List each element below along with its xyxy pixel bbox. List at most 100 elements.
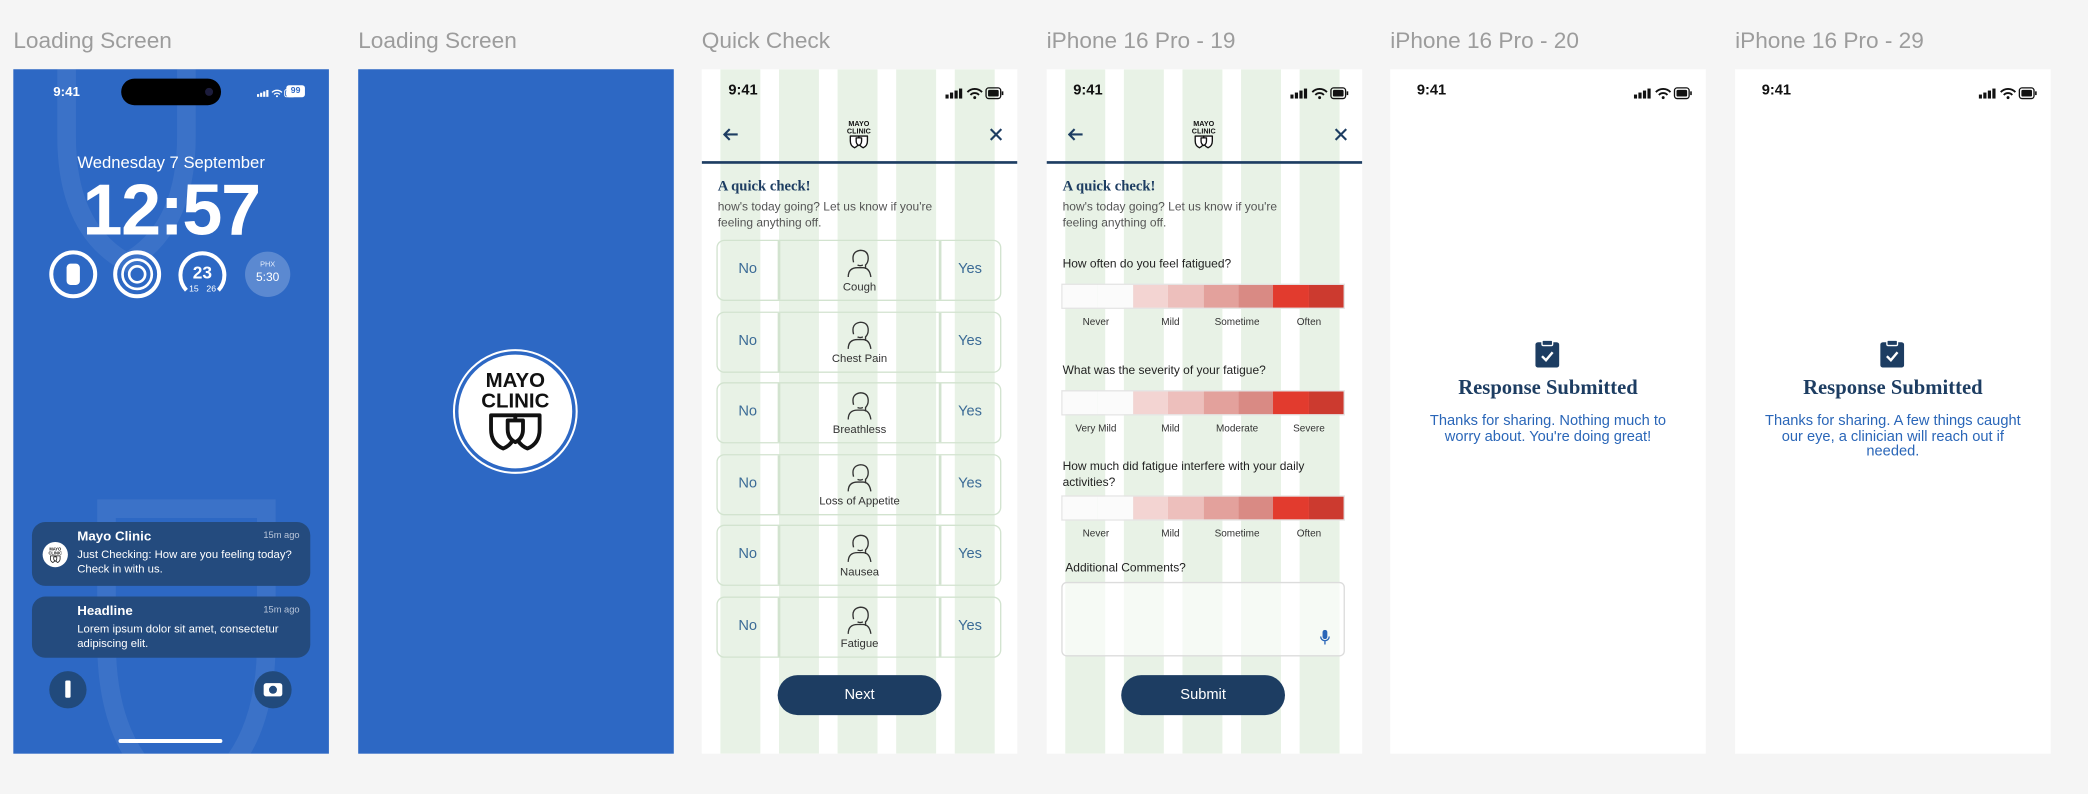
icon-shape — [1303, 88, 1308, 99]
icon-shape — [1311, 88, 1328, 96]
scale-cell[interactable] — [1238, 496, 1274, 520]
layout-grid-column — [837, 69, 878, 754]
icon-shape — [847, 338, 872, 349]
rating-scale[interactable] — [1061, 283, 1345, 309]
icon-shape — [949, 92, 954, 99]
scale-cell[interactable] — [1273, 496, 1309, 520]
icon-shape — [857, 407, 864, 410]
no-option[interactable]: No — [738, 617, 758, 634]
scale-cell[interactable] — [1308, 284, 1344, 308]
yes-option[interactable]: Yes — [958, 546, 983, 563]
symptom-row: No Yes Breathless — [716, 382, 1002, 444]
no-option[interactable]: No — [738, 475, 758, 492]
row-divider — [938, 526, 941, 586]
primary-button[interactable]: Submit — [1121, 675, 1285, 716]
notification-time: 15m ago — [263, 531, 300, 541]
scale-cell[interactable] — [1097, 391, 1133, 415]
scale-label: Often — [1296, 315, 1322, 328]
scale-cell[interactable] — [1132, 284, 1168, 308]
scale-cell[interactable] — [1203, 284, 1239, 308]
scale-cell[interactable] — [1238, 391, 1274, 415]
scale-cell[interactable] — [1097, 284, 1133, 308]
icon-shape — [1322, 629, 1328, 640]
icon-shape — [266, 90, 269, 97]
scale-cell[interactable] — [1062, 284, 1098, 308]
layout-grid-column — [778, 69, 819, 754]
status-time: 9:41 — [1761, 82, 1792, 99]
scale-cell[interactable] — [1132, 496, 1168, 520]
comments-box[interactable] — [1061, 581, 1345, 657]
yes-option[interactable]: Yes — [958, 617, 983, 634]
close-button[interactable] — [989, 128, 1003, 141]
frame-label: Quick Check — [701, 27, 831, 54]
yes-option[interactable]: Yes — [958, 332, 983, 349]
scale-cell[interactable] — [1308, 496, 1344, 520]
scale-cell[interactable] — [1203, 496, 1239, 520]
icon-shape — [847, 535, 872, 563]
scale-cell[interactable] — [1238, 284, 1274, 308]
scale-cell[interactable] — [1308, 391, 1344, 415]
icon-shape — [1001, 91, 1004, 96]
scale-cell[interactable] — [1062, 391, 1098, 415]
scale-cell[interactable] — [1132, 391, 1168, 415]
phone-frame: 9:41 MAYO CLINIC A quick check! how's today … — [1046, 69, 1363, 754]
no-option[interactable]: No — [738, 403, 758, 420]
widget-city-time: 5:30 — [255, 270, 280, 284]
scale-label: Sometime — [1214, 315, 1260, 328]
shield — [1200, 137, 1208, 147]
icon-shape — [852, 392, 869, 412]
primary-button[interactable]: Next — [777, 675, 942, 716]
yes-option[interactable]: Yes — [958, 403, 983, 420]
symptom-icon — [847, 463, 872, 492]
phone-frame: MAYO CLINIC — [358, 69, 674, 754]
frame-label: Loading Screen — [358, 27, 517, 54]
icon-shape — [1987, 90, 1992, 99]
scale-cell[interactable] — [1203, 391, 1239, 415]
icon-shape — [275, 95, 278, 98]
intro-text: how's today going? Let us know if you're… — [717, 199, 933, 229]
icon-shape — [966, 88, 983, 96]
back-button[interactable] — [723, 128, 739, 141]
scale-cell[interactable] — [1167, 284, 1204, 308]
icon-shape — [1067, 128, 1083, 141]
scale-cell[interactable] — [1273, 284, 1309, 308]
icon-shape — [118, 739, 223, 744]
symptom-row: No Yes Loss of Appetite — [716, 453, 1002, 516]
yes-option[interactable]: Yes — [958, 475, 983, 492]
widget-temp: 23 — [192, 262, 213, 283]
confirmation-heading: Response Submitted — [1803, 376, 1983, 400]
icon-shape — [847, 249, 872, 278]
no-option[interactable]: No — [738, 546, 758, 563]
confirmation-message: Thanks for sharing. Nothing much to worr… — [1429, 412, 1667, 445]
icon-shape — [1880, 342, 1905, 368]
close-button[interactable] — [1334, 128, 1348, 141]
rating-scale[interactable] — [1061, 390, 1345, 416]
scale-cell[interactable] — [1062, 496, 1098, 520]
no-option[interactable]: No — [738, 332, 758, 349]
icon-shape — [847, 552, 872, 563]
scale-cell[interactable] — [1167, 496, 1204, 520]
symptom-name: Cough — [842, 279, 877, 293]
icon-shape — [989, 128, 1003, 141]
scale-cell[interactable] — [1273, 391, 1309, 415]
status-time: 9:41 — [53, 85, 80, 100]
icon-shape — [988, 89, 999, 97]
logo-text: CLINIC — [1192, 126, 1216, 135]
notification-app: Mayo Clinic — [77, 529, 152, 545]
scale-cell[interactable] — [1167, 391, 1204, 415]
icon-shape — [847, 266, 872, 278]
logo-text: MAYO — [1193, 119, 1214, 128]
logo-text: MAYO — [49, 546, 61, 551]
rating-scale[interactable] — [1061, 495, 1345, 521]
question: How much did fatigue interfere with your… — [1062, 459, 1305, 489]
shield — [53, 556, 58, 562]
icon-shape — [121, 258, 154, 291]
no-option[interactable]: No — [738, 260, 758, 277]
scale-cell[interactable] — [1097, 496, 1133, 520]
scale-label: Mild — [1161, 527, 1180, 540]
yes-option[interactable]: Yes — [958, 260, 983, 277]
back-button[interactable] — [1067, 128, 1084, 141]
symptom-icon — [847, 606, 872, 634]
